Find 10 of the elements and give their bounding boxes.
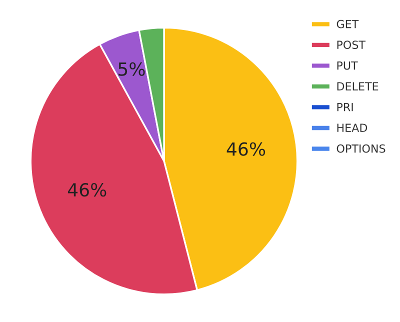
- data-label: 46%: [68, 183, 106, 197]
- legend-label: HEAD: [337, 124, 368, 132]
- legend-label: DELETE: [337, 82, 378, 90]
- legend-label: GET: [336, 20, 359, 28]
- legend-label: OPTIONS: [336, 144, 386, 153]
- legend-label: PUT: [337, 62, 358, 70]
- data-label: 46%: [226, 142, 266, 156]
- legend-label: PRI: [337, 103, 353, 112]
- legend-label: POST: [337, 40, 366, 50]
- data-label: 5%: [118, 62, 145, 76]
